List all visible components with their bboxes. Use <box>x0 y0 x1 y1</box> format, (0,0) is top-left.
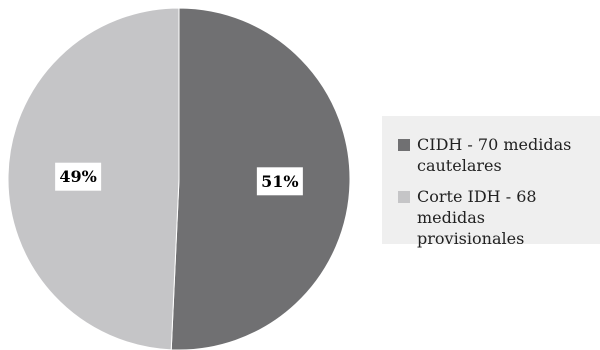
legend-label-corte-idh: Corte IDH - 68 medidas provisionales <box>417 187 537 248</box>
legend-item-corte-idh: Corte IDH - 68 medidas provisionales <box>398 186 592 249</box>
legend-swatch-cidh <box>398 139 410 151</box>
pie-data-labels: 51% 49% <box>55 162 303 196</box>
data-label-text-corte-idh: 49% <box>59 167 96 186</box>
data-label-text-cidh: 51% <box>261 172 298 191</box>
legend-label-cidh: CIDH - 70 medidas cautelares <box>417 135 572 175</box>
data-label-corte-idh: 49% <box>55 162 102 191</box>
data-label-cidh: 51% <box>256 167 303 196</box>
data-label-box-corte-idh <box>55 162 102 191</box>
data-label-box-cidh <box>256 167 303 196</box>
chart-legend: CIDH - 70 medidas cautelares Corte IDH -… <box>382 116 600 248</box>
legend-item-cidh: CIDH - 70 medidas cautelares <box>398 134 592 176</box>
legend-swatch-corte-idh <box>398 191 410 203</box>
